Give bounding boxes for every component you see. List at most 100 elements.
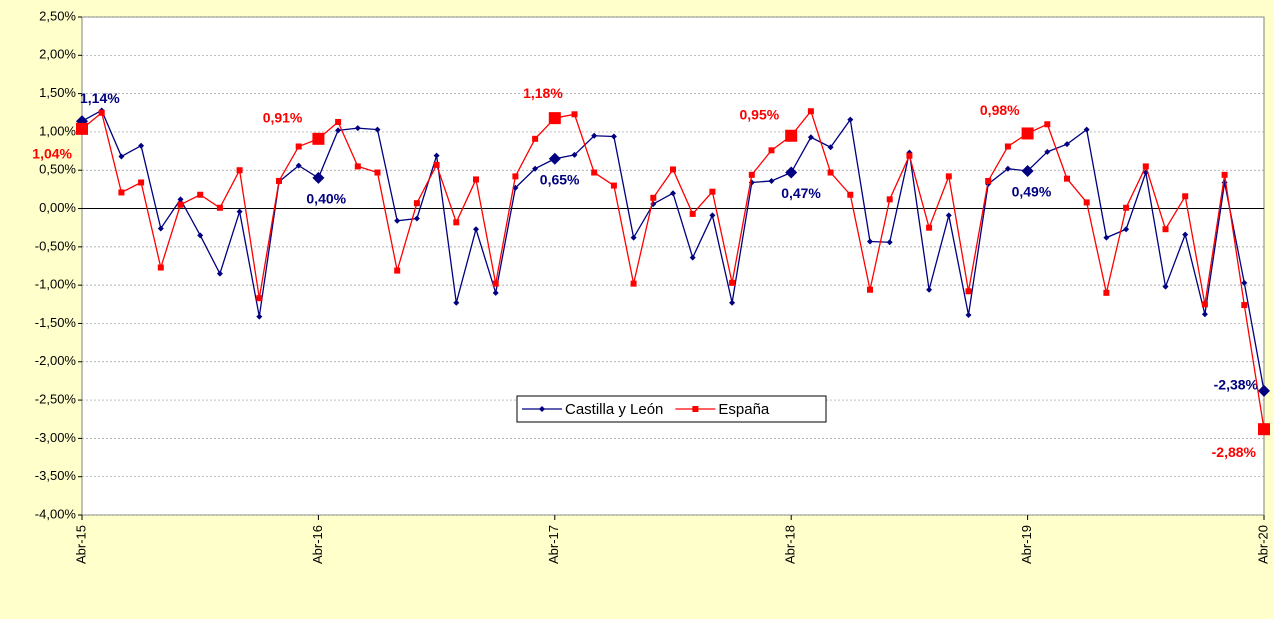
point xyxy=(492,280,499,287)
data-label: 0,98% xyxy=(980,102,1020,118)
point xyxy=(1103,289,1110,296)
point xyxy=(118,189,125,196)
point xyxy=(1064,141,1070,148)
point xyxy=(1241,302,1248,309)
point xyxy=(689,254,696,261)
point xyxy=(433,152,440,159)
data-label: 1,18% xyxy=(523,85,563,101)
point xyxy=(807,108,814,115)
y-tick-label: -3,00% xyxy=(35,430,77,445)
point xyxy=(906,152,913,159)
point xyxy=(785,166,798,179)
point xyxy=(729,299,736,306)
point xyxy=(433,161,440,168)
y-tick-label: -2,00% xyxy=(35,353,77,368)
point xyxy=(965,312,972,319)
point xyxy=(354,125,361,132)
point xyxy=(1004,143,1011,150)
point xyxy=(867,286,873,293)
point xyxy=(157,225,164,232)
point xyxy=(1241,279,1248,286)
point xyxy=(847,116,854,123)
point xyxy=(473,176,479,183)
data-label: 0,47% xyxy=(781,185,821,201)
point xyxy=(138,179,145,186)
point xyxy=(295,162,302,169)
point xyxy=(1004,165,1011,172)
point xyxy=(98,109,105,116)
legend: Castilla y León España xyxy=(516,395,827,423)
y-tick-label: -4,00% xyxy=(35,506,77,521)
point xyxy=(709,212,716,219)
point xyxy=(532,165,539,172)
data-label: 1,04% xyxy=(32,146,72,162)
point xyxy=(886,196,893,203)
point xyxy=(785,129,798,142)
point xyxy=(236,167,243,174)
point xyxy=(118,153,125,160)
point xyxy=(670,166,676,173)
point xyxy=(354,163,361,170)
x-tick-label: Abr-17 xyxy=(546,525,561,564)
point xyxy=(1182,193,1189,200)
point xyxy=(1021,127,1034,140)
point xyxy=(1103,234,1110,241)
point xyxy=(945,212,952,219)
y-tick-label: -1,00% xyxy=(35,277,77,292)
point xyxy=(827,169,834,176)
y-tick-label: -3,50% xyxy=(35,468,77,483)
point xyxy=(157,264,164,271)
x-tick-label: Abr-18 xyxy=(783,525,798,564)
legend-label: Castilla y León xyxy=(565,401,663,418)
data-label: -2,88% xyxy=(1212,444,1257,460)
data-label: 0,91% xyxy=(263,110,303,126)
point xyxy=(453,299,460,306)
point xyxy=(413,200,420,207)
point xyxy=(886,239,893,246)
point xyxy=(1201,301,1208,308)
point xyxy=(76,122,88,135)
data-label: 1,14% xyxy=(80,90,120,106)
legend-label: España xyxy=(718,401,770,418)
y-tick-label: 0,50% xyxy=(39,162,76,177)
point xyxy=(847,191,854,198)
point xyxy=(548,112,561,125)
plot-area xyxy=(81,16,1265,516)
point xyxy=(867,238,873,245)
x-tick-label: Abr-15 xyxy=(73,525,88,564)
point xyxy=(1123,226,1130,233)
point xyxy=(256,295,263,302)
point xyxy=(276,177,282,184)
point xyxy=(926,224,933,231)
legend-marker xyxy=(539,406,545,412)
point xyxy=(335,118,342,125)
point xyxy=(1162,283,1169,290)
point xyxy=(1201,311,1208,318)
point xyxy=(548,152,561,165)
point xyxy=(138,142,145,149)
y-tick-label: -1,50% xyxy=(35,315,77,330)
point xyxy=(1142,163,1149,170)
point xyxy=(177,201,184,208)
y-tick-label: 2,50% xyxy=(39,8,76,23)
point xyxy=(768,177,775,184)
point xyxy=(1182,231,1189,238)
point xyxy=(512,173,519,180)
point xyxy=(1044,148,1051,155)
point xyxy=(177,196,184,203)
point xyxy=(216,270,223,277)
point xyxy=(197,191,204,198)
point xyxy=(807,134,814,141)
y-tick-label: -0,50% xyxy=(35,238,77,253)
point xyxy=(630,234,637,241)
point xyxy=(216,204,223,211)
data-label: 0,40% xyxy=(306,191,346,207)
x-tick-label: Abr-20 xyxy=(1255,525,1270,564)
data-label: 0,95% xyxy=(739,106,779,122)
point xyxy=(394,217,401,224)
point xyxy=(256,313,263,320)
point xyxy=(985,177,992,184)
point xyxy=(610,133,617,140)
legend-box xyxy=(516,395,827,423)
